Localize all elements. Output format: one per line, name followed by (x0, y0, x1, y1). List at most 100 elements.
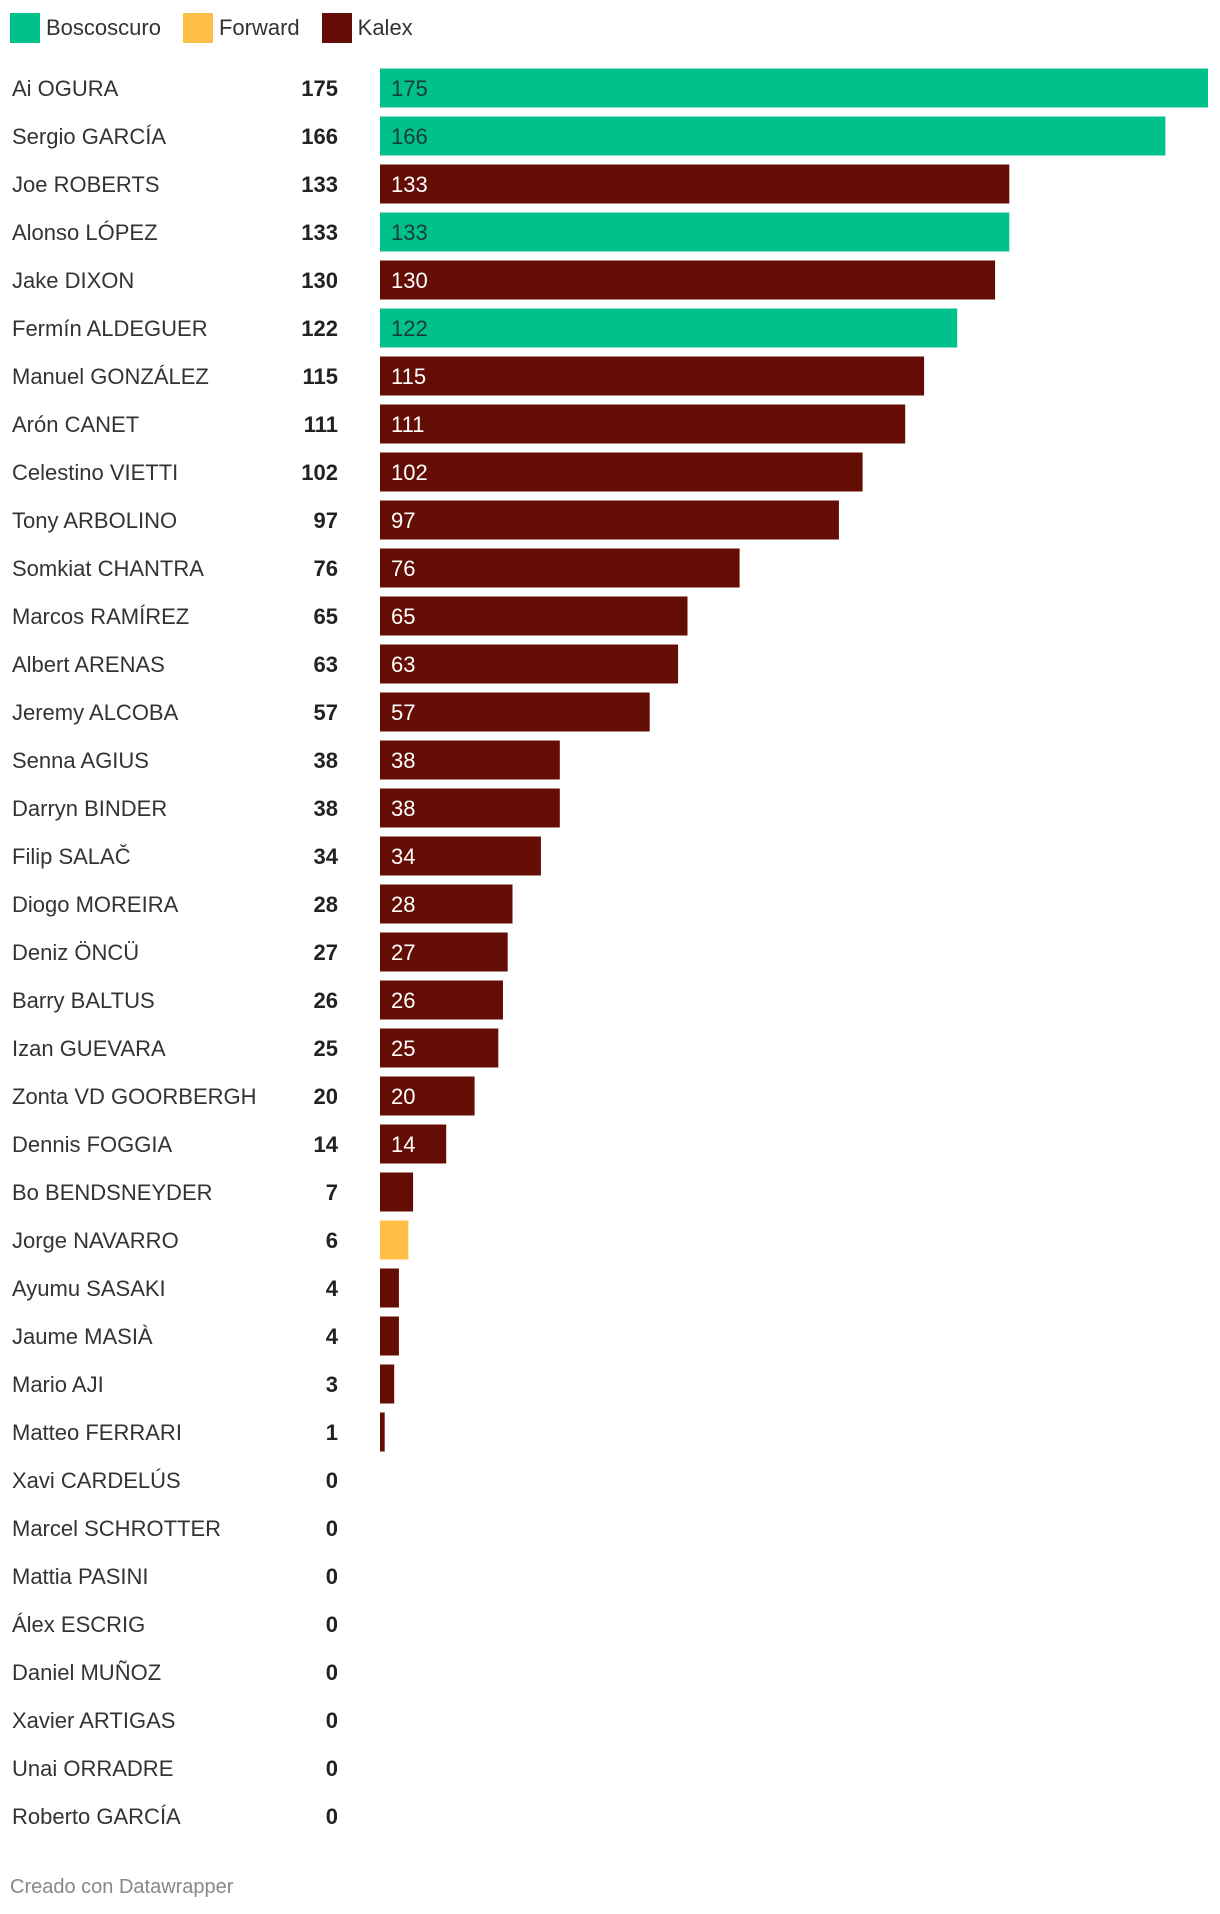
rider-name-jaume-masia: Jaume MASIÀ (12, 1324, 153, 1349)
rider-name-jorge-navarro: Jorge NAVARRO (12, 1228, 179, 1253)
bar-ayumu-sasaki (380, 1268, 399, 1308)
points-value-darryn-binder: 38 (314, 796, 338, 821)
rider-name-marcos-ramirez: Marcos RAMÍREZ (12, 604, 189, 629)
points-value-aron-canet: 111 (304, 412, 338, 437)
points-value-marcel-schrotter: 0 (326, 1516, 338, 1541)
bar-label-filip-salac: 34 (391, 844, 415, 869)
points-value-daniel-munoz: 0 (326, 1660, 338, 1685)
bar-label-tony-arbolino: 97 (391, 508, 415, 533)
bar-albert-arenas (380, 644, 679, 684)
rider-name-daniel-munoz: Daniel MUÑOZ (12, 1660, 161, 1685)
bar-jaume-masia (380, 1316, 399, 1356)
rider-name-mario-aji: Mario AJI (12, 1372, 104, 1397)
points-value-deniz-oncu: 27 (314, 940, 338, 965)
rider-name-fermin-aldeguer: Fermín ALDEGUER (12, 316, 208, 341)
legend-label-forward: Forward (218, 15, 300, 40)
bar-jake-dixon (380, 260, 996, 300)
rider-name-albert-arenas: Albert ARENAS (12, 652, 165, 677)
bar-jorge-navarro (380, 1220, 409, 1260)
bar-label-manuel-gonzalez: 115 (391, 364, 426, 389)
bar-label-izan-guevara: 25 (391, 1036, 415, 1061)
bar-barry-baltus (380, 980, 503, 1020)
bar-label-joe-roberts: 133 (391, 172, 428, 197)
bar-sergio-garcia (380, 116, 1166, 156)
points-value-celestino-vietti: 102 (301, 460, 338, 485)
rider-name-filip-salac: Filip SALAČ (12, 844, 131, 869)
rider-name-izan-guevara: Izan GUEVARA (12, 1036, 166, 1061)
legend-label-boscoscuro: Boscoscuro (46, 15, 161, 40)
legend-swatch-kalex (321, 13, 352, 43)
points-value-barry-baltus: 26 (314, 988, 338, 1013)
points-value-tony-arbolino: 97 (314, 508, 338, 533)
points-value-unai-orradre: 0 (326, 1756, 338, 1781)
bar-label-dennis-foggia: 14 (391, 1132, 415, 1157)
points-value-xavi-cardelus: 0 (326, 1468, 338, 1493)
points-value-diogo-moreira: 28 (314, 892, 338, 917)
bar-darryn-binder (380, 788, 560, 828)
bar-celestino-vietti (380, 452, 863, 492)
bar-label-jeremy-alcoba: 57 (391, 700, 415, 725)
legend-label-kalex: Kalex (357, 15, 413, 40)
rider-name-aron-canet: Arón CANET (12, 412, 139, 437)
rider-name-jake-dixon: Jake DIXON (12, 268, 134, 293)
points-value-xavier-artigas: 0 (326, 1708, 338, 1733)
credit-footer: Creado con Datawrapper (10, 1876, 234, 1898)
bar-label-senna-agius: 38 (391, 748, 415, 773)
legend-item-boscoscuro: Boscoscuro (10, 13, 161, 43)
rider-name-joe-roberts: Joe ROBERTS (12, 172, 160, 197)
rider-name-darryn-binder: Darryn BINDER (12, 796, 167, 821)
bar-ai-ogura (380, 68, 1208, 108)
points-value-alex-escrig: 0 (326, 1612, 338, 1637)
points-value-manuel-gonzalez: 115 (303, 364, 339, 389)
points-value-jake-dixon: 130 (301, 268, 338, 293)
bar-somkiat-chantra (380, 548, 740, 588)
rider-name-xavi-cardelus: Xavi CARDELÚS (12, 1468, 181, 1493)
rider-name-celestino-vietti: Celestino VIETTI (12, 460, 178, 485)
bar-senna-agius (380, 740, 560, 780)
bar-bo-bendsneyder (380, 1172, 414, 1212)
rider-name-unai-orradre: Unai ORRADRE (12, 1756, 173, 1781)
points-value-fermin-aldeguer: 122 (301, 316, 338, 341)
points-value-alonso-lopez: 133 (301, 220, 338, 245)
bar-label-aron-canet: 111 (391, 412, 424, 437)
rider-name-mattia-pasini: Mattia PASINI (12, 1564, 149, 1589)
bar-mario-aji (380, 1364, 395, 1404)
bar-label-alonso-lopez: 133 (391, 220, 428, 245)
bar-label-barry-baltus: 26 (391, 988, 415, 1013)
rider-name-senna-agius: Senna AGIUS (12, 748, 149, 773)
bar-marcos-ramirez (380, 596, 688, 636)
rider-name-jeremy-alcoba: Jeremy ALCOBA (12, 700, 179, 725)
points-value-sergio-garcia: 166 (301, 124, 338, 149)
rider-name-barry-baltus: Barry BALTUS (12, 988, 155, 1013)
rider-name-roberto-garcia: Roberto GARCÍA (12, 1804, 181, 1829)
bar-label-somkiat-chantra: 76 (391, 556, 415, 581)
bar-label-darryn-binder: 38 (391, 796, 415, 821)
bar-label-deniz-oncu: 27 (391, 940, 415, 965)
legend-swatch-forward (182, 13, 213, 43)
bar-label-albert-arenas: 63 (391, 652, 415, 677)
chart-legend: Boscoscuro Forward Kalex (10, 12, 413, 44)
rider-name-zonta-vd-goorbergh: Zonta VD GOORBERGH (12, 1084, 257, 1109)
bar-fermin-aldeguer (380, 308, 958, 348)
bar-label-fermin-aldeguer: 122 (391, 316, 428, 341)
points-value-jeremy-alcoba: 57 (314, 700, 338, 725)
bar-dennis-foggia (380, 1124, 447, 1164)
bar-zonta-vd-goorbergh (380, 1076, 475, 1116)
bar-joe-roberts (380, 164, 1010, 204)
points-value-marcos-ramirez: 65 (314, 604, 338, 629)
rider-name-somkiat-chantra: Somkiat CHANTRA (12, 556, 204, 581)
rider-name-alonso-lopez: Alonso LÓPEZ (12, 220, 158, 245)
rider-name-tony-arbolino: Tony ARBOLINO (12, 508, 177, 533)
points-value-albert-arenas: 63 (314, 652, 338, 677)
bar-alonso-lopez (380, 212, 1010, 252)
rider-name-ayumu-sasaki: Ayumu SASAKI (12, 1276, 166, 1301)
bar-jeremy-alcoba (380, 692, 650, 732)
rider-name-diogo-moreira: Diogo MOREIRA (12, 892, 179, 917)
points-value-filip-salac: 34 (314, 844, 339, 869)
rider-name-matteo-ferrari: Matteo FERRARI (12, 1420, 182, 1445)
points-value-ayumu-sasaki: 4 (326, 1276, 339, 1301)
points-value-izan-guevara: 25 (314, 1036, 338, 1061)
points-value-matteo-ferrari: 1 (326, 1420, 338, 1445)
points-value-mario-aji: 3 (326, 1372, 338, 1397)
